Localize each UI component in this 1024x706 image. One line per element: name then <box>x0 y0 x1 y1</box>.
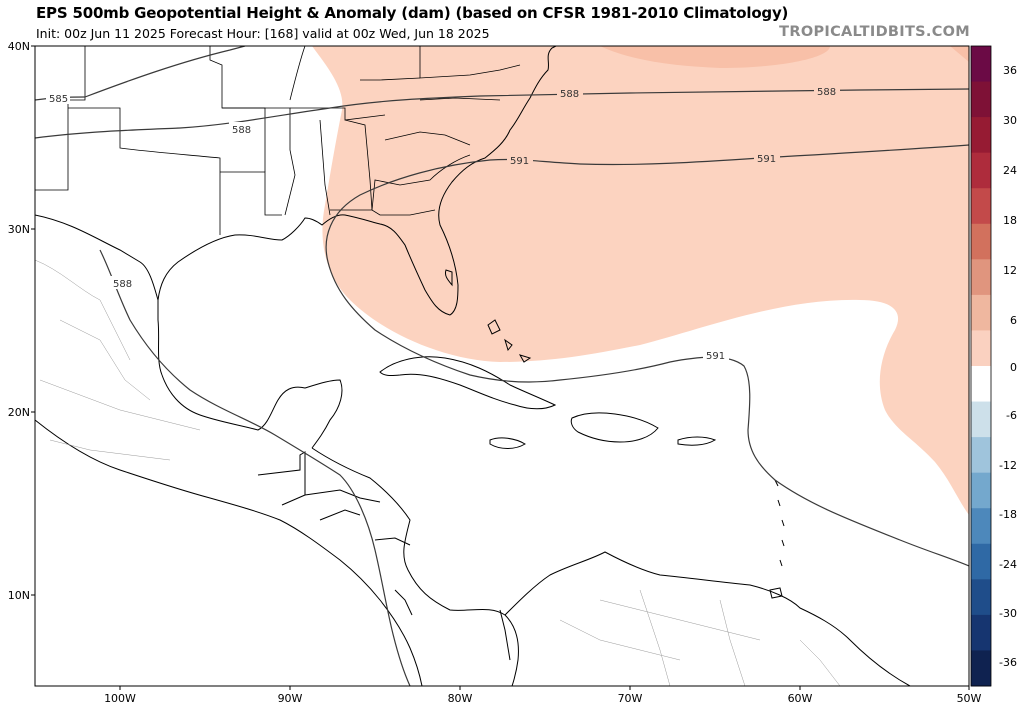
admin-borders <box>35 259 841 686</box>
contour-label: 591 <box>510 156 529 167</box>
map-title: EPS 500mb Geopotential Height & Anomaly … <box>36 4 789 22</box>
colorbar-swatch <box>971 508 991 545</box>
contour-label: 588 <box>113 279 132 290</box>
stronger-anomaly-edge <box>950 46 969 62</box>
colorbar-label: 36 <box>1003 64 1017 77</box>
lon-label: 70W <box>618 692 643 705</box>
central-america-borders <box>257 451 511 661</box>
contour-591 <box>325 144 969 567</box>
lat-label: 20N <box>8 406 30 419</box>
colorbar-swatch <box>971 543 991 580</box>
coastlines <box>35 46 911 686</box>
colorbar-swatch <box>971 330 991 367</box>
contour-label: 591 <box>757 154 776 165</box>
colorbar-label: 30 <box>1003 114 1017 127</box>
contour-588-mid <box>35 88 969 139</box>
colorbar-label: -18 <box>999 508 1017 521</box>
site-watermark: TROPICALTIDBITS.COM <box>779 24 970 40</box>
lat-label: 40N <box>8 40 30 53</box>
lon-label: 50W <box>957 692 982 705</box>
lat-label: 10N <box>8 589 30 602</box>
colorbar-swatch <box>971 579 991 616</box>
colorbar-label: -12 <box>999 459 1017 472</box>
lon-label: 100W <box>104 692 136 705</box>
colorbar-swatch <box>971 46 991 83</box>
contour-label: 585 <box>49 94 68 105</box>
positive-anomaly-region <box>312 46 969 515</box>
contour-588-north <box>84 46 246 98</box>
colorbar-label: 12 <box>1003 264 1017 277</box>
lat-label: 30N <box>8 223 30 236</box>
colorbar-swatch <box>971 437 991 474</box>
colorbar-label: -36 <box>999 656 1017 669</box>
colorbar-label: 24 <box>1003 164 1017 177</box>
colorbar-swatch <box>971 472 991 509</box>
contour-588-south <box>99 249 411 686</box>
colorbar-swatch <box>971 366 991 403</box>
colorbar-frame <box>970 45 992 687</box>
colorbar-labels: 36 30 24 18 12 6 0 -6 -12 -18 -24 -30 -3… <box>999 64 1017 669</box>
lon-label: 80W <box>448 692 473 705</box>
colorbar-label: 18 <box>1003 214 1017 227</box>
colorbar-swatch <box>971 152 991 189</box>
colorbar-swatch <box>971 401 991 438</box>
colorbar-swatch <box>971 294 991 331</box>
lon-label: 60W <box>788 692 813 705</box>
map-subtitle: Init: 00z Jun 11 2025 Forecast Hour: [16… <box>36 26 490 41</box>
colorbar-label: -6 <box>1006 409 1017 422</box>
colorbar-swatch <box>971 117 991 154</box>
colorbar-label: 0 <box>1010 361 1017 374</box>
colorbar-label: 6 <box>1010 314 1017 327</box>
lon-label: 90W <box>278 692 303 705</box>
colorbar-label: -30 <box>999 607 1017 620</box>
colorbar-swatch <box>971 223 991 260</box>
stronger-anomaly-patch <box>600 46 830 68</box>
longitude-axis: 100W 90W 80W 70W 60W 50W <box>104 686 982 705</box>
contour-label: 588 <box>232 125 251 136</box>
height-contours <box>35 46 969 686</box>
contour-label: 591 <box>706 351 725 362</box>
contour-label: 588 <box>817 87 836 98</box>
colorbar-swatch <box>971 650 991 687</box>
colorbar-swatch <box>971 614 991 651</box>
latitude-axis: 40N 30N 20N 10N <box>8 40 35 602</box>
colorbar-swatch <box>971 259 991 296</box>
colorbar-label: -24 <box>999 558 1017 571</box>
contour-label: 588 <box>560 89 579 100</box>
colorbar-swatch <box>971 188 991 225</box>
colorbar <box>970 45 992 687</box>
colorbar-swatch <box>971 81 991 118</box>
contour-labels: 585 588 588 588 588 591 591 591 <box>46 84 840 362</box>
plot-frame <box>34 45 970 687</box>
